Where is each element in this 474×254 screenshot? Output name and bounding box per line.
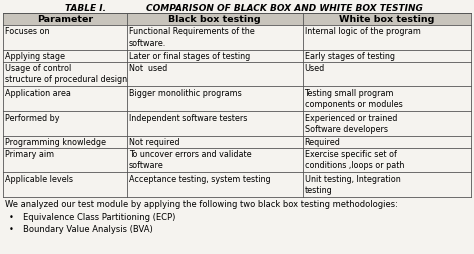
Text: Acceptance testing, system testing: Acceptance testing, system testing xyxy=(129,174,271,183)
Text: Functional Requirements of the
software.: Functional Requirements of the software. xyxy=(129,27,255,47)
Text: We analyzed our test module by applying the following two black box testing meth: We analyzed our test module by applying … xyxy=(5,199,398,208)
Text: Independent software testers: Independent software testers xyxy=(129,113,247,122)
Text: Programming knowledge: Programming knowledge xyxy=(5,137,106,147)
Bar xyxy=(3,136,471,148)
Text: Usage of control
structure of procedural design: Usage of control structure of procedural… xyxy=(5,64,127,84)
Text: To uncover errors and validate
software: To uncover errors and validate software xyxy=(129,150,252,170)
Text: Unit testing, Integration
testing: Unit testing, Integration testing xyxy=(304,174,400,194)
Text: Parameter: Parameter xyxy=(37,15,93,24)
Text: COMPARISON OF BLACK BOX AND WHITE BOX TESTING: COMPARISON OF BLACK BOX AND WHITE BOX TE… xyxy=(146,4,423,13)
Text: Required: Required xyxy=(304,137,340,147)
Bar xyxy=(3,62,471,87)
Text: TABLE I.: TABLE I. xyxy=(65,4,106,13)
Text: Boundary Value Analysis (BVA): Boundary Value Analysis (BVA) xyxy=(23,224,153,233)
Text: Primary aim: Primary aim xyxy=(5,150,54,159)
Text: Bigger monolithic programs: Bigger monolithic programs xyxy=(129,89,242,98)
Text: Performed by: Performed by xyxy=(5,113,60,122)
Text: Internal logic of the program: Internal logic of the program xyxy=(304,27,420,36)
Bar xyxy=(3,50,471,62)
Text: Equivalence Class Partitioning (ECP): Equivalence Class Partitioning (ECP) xyxy=(23,212,175,221)
Text: Black box testing: Black box testing xyxy=(168,15,261,24)
Text: Early stages of testing: Early stages of testing xyxy=(304,52,394,61)
Text: Later or final stages of testing: Later or final stages of testing xyxy=(129,52,250,61)
Bar xyxy=(3,173,471,197)
Text: Used: Used xyxy=(304,64,325,73)
Text: Not required: Not required xyxy=(129,137,180,147)
Bar xyxy=(3,26,471,50)
Text: Experienced or trained
Software developers: Experienced or trained Software develope… xyxy=(304,113,397,133)
Text: White box testing: White box testing xyxy=(339,15,435,24)
Text: Focuses on: Focuses on xyxy=(5,27,49,36)
Bar xyxy=(3,148,471,173)
Bar xyxy=(3,87,471,112)
Bar xyxy=(3,112,471,136)
Text: Not  used: Not used xyxy=(129,64,167,73)
Text: Testing small program
components or modules: Testing small program components or modu… xyxy=(304,89,402,109)
Text: •: • xyxy=(9,224,14,233)
Text: Applying stage: Applying stage xyxy=(5,52,65,61)
Text: •: • xyxy=(9,212,14,221)
Text: Applicable levels: Applicable levels xyxy=(5,174,73,183)
Bar xyxy=(3,14,471,26)
Text: Exercise specific set of
conditions ,loops or path: Exercise specific set of conditions ,loo… xyxy=(304,150,404,170)
Text: Application area: Application area xyxy=(5,89,71,98)
